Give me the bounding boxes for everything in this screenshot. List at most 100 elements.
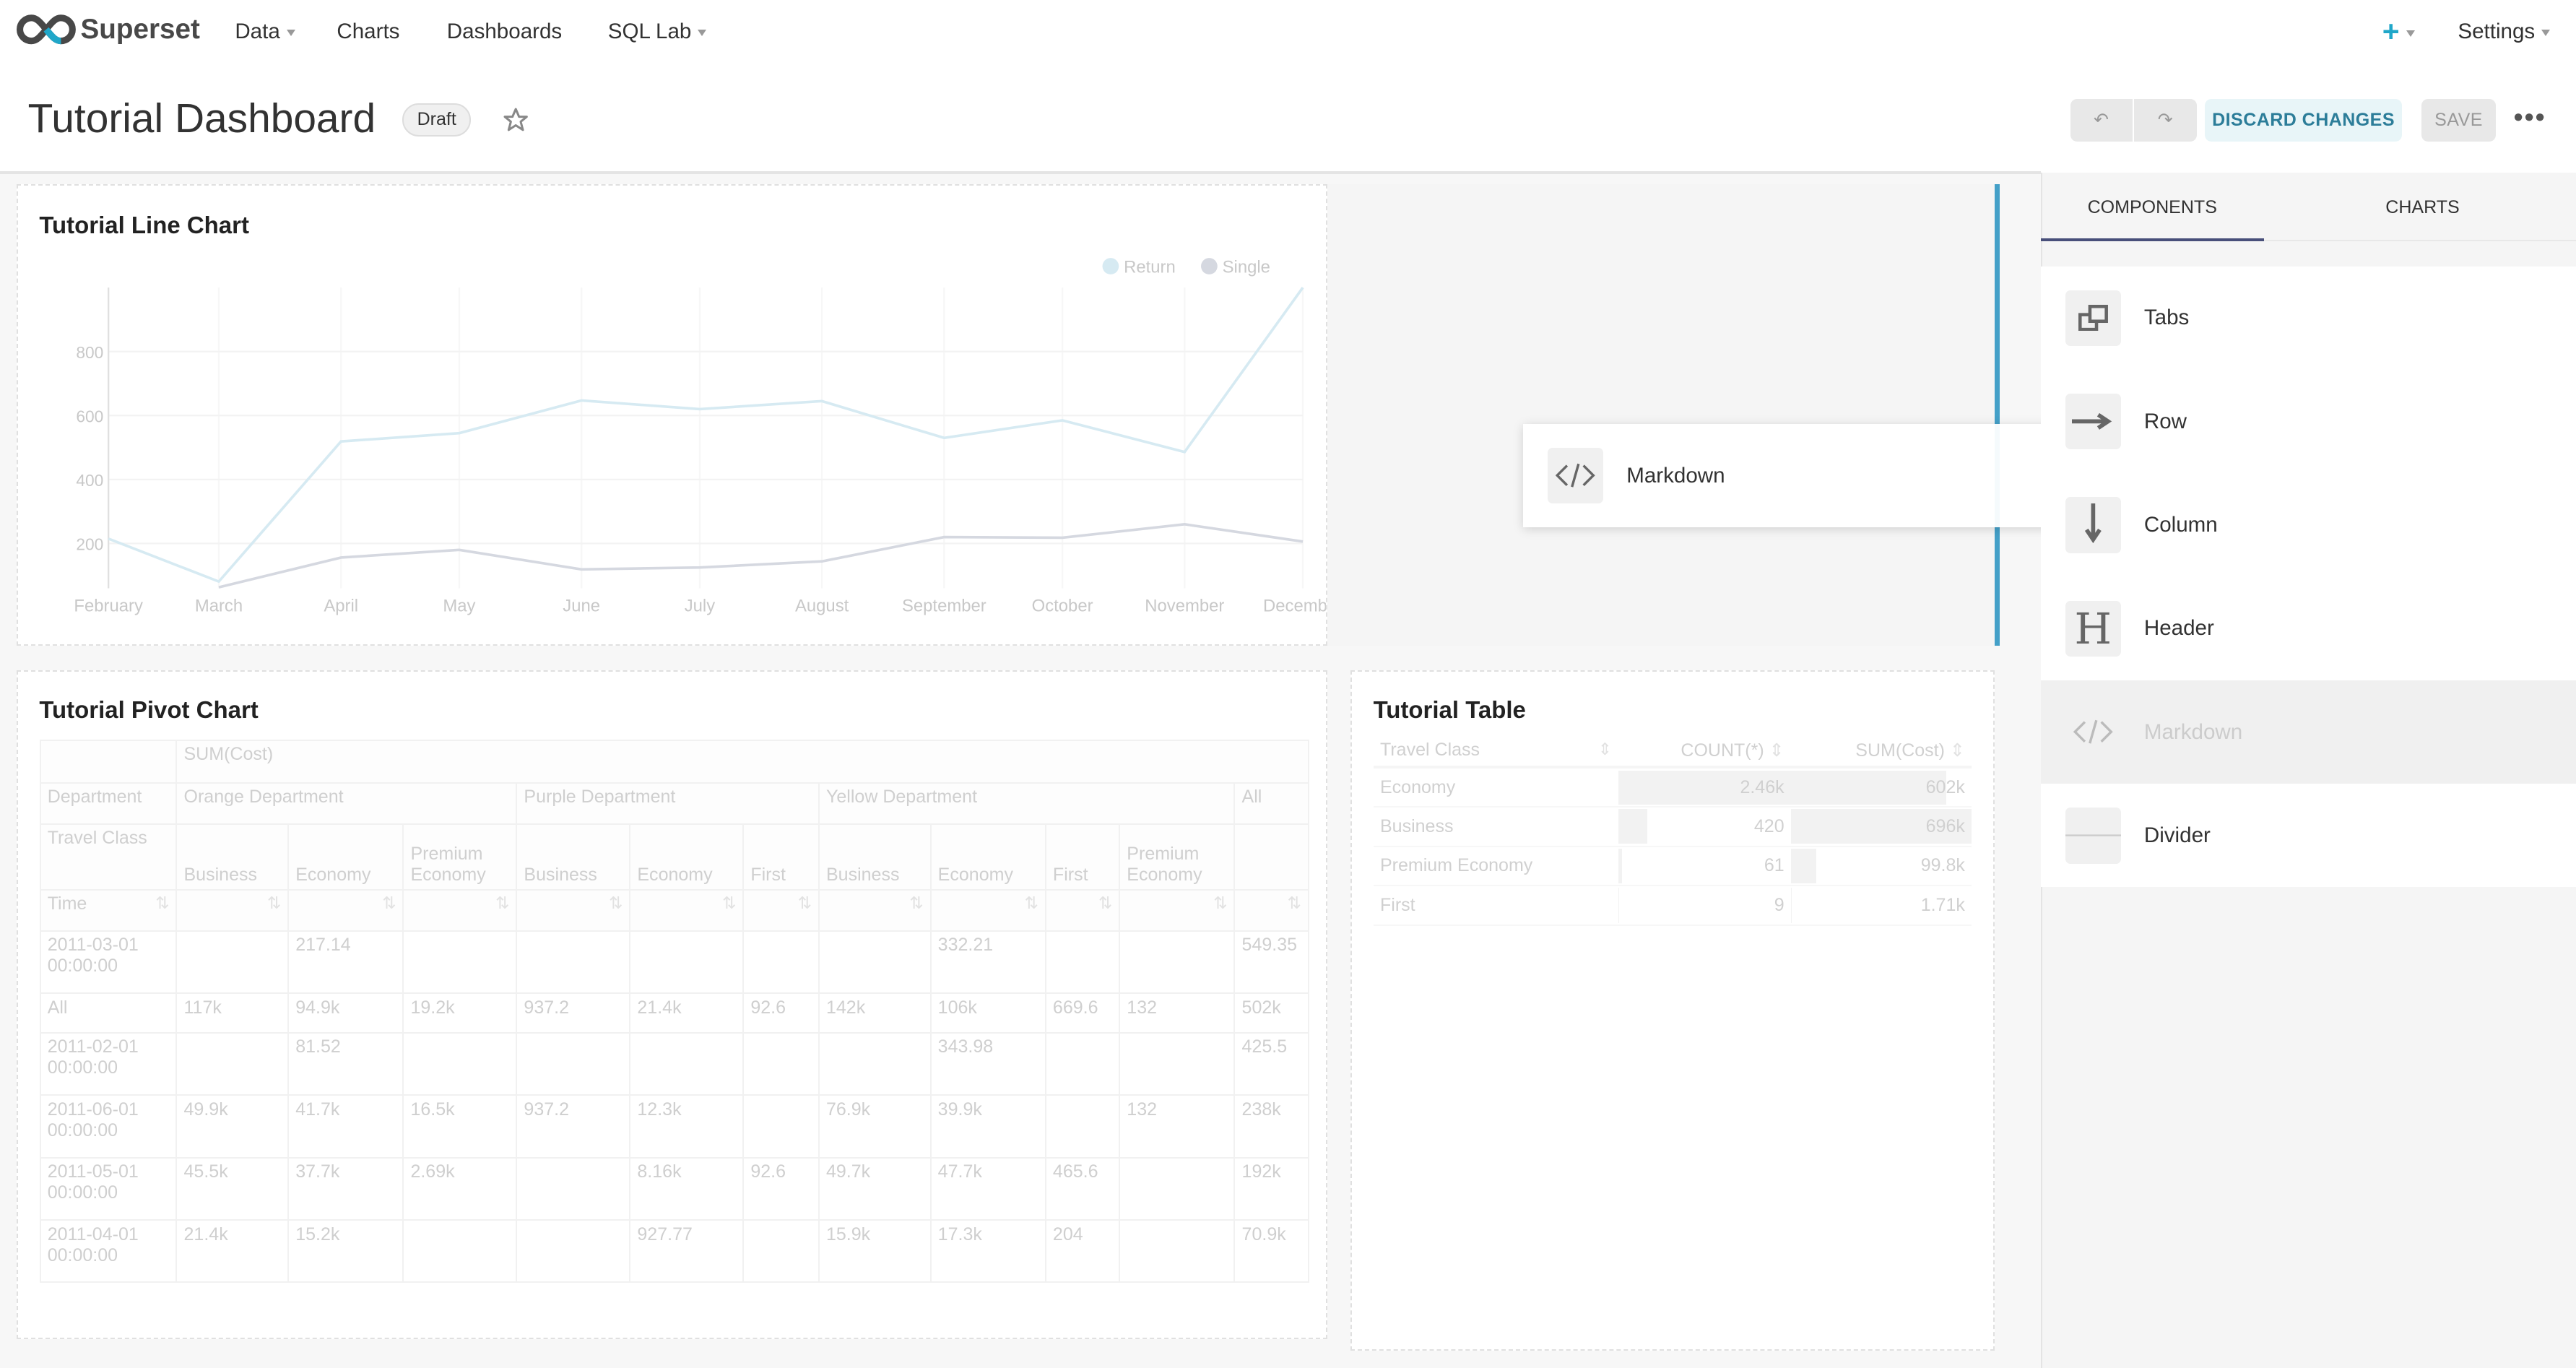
pivot-sort-cell[interactable]: ⇅ [287,888,404,932]
sort-icon[interactable]: ⇅ [382,893,396,913]
pivot-cell: 937.2 [516,992,631,1034]
sort-icon[interactable]: ⇅ [495,893,510,913]
arrow-right-icon [2065,393,2122,450]
sort-icon[interactable]: ⇅ [266,893,281,913]
save-button[interactable]: SAVE [2421,98,2496,142]
tab-charts[interactable]: CHARTS [2385,197,2460,217]
nav-data[interactable]: Data [235,20,295,44]
sort-icon[interactable]: ⇕ [1597,740,1612,759]
x-tick-label: February [74,596,143,615]
legend-label-single: Single [1223,258,1270,277]
pivot-dept-header: Yellow Department [818,782,1236,825]
sort-icon[interactable]: ⇅ [609,893,623,913]
sort-icon[interactable]: ⇕ [1949,740,1965,761]
brand-link[interactable]: Superset [16,13,200,46]
col-travel-class[interactable]: Travel Class ⇕ [1373,734,1618,769]
sort-icon[interactable]: ⇅ [1098,893,1113,913]
pivot-cell: 45.5k [175,1156,290,1221]
pivot-cell [516,1031,631,1096]
undo-button[interactable]: ↶ [2070,98,2133,142]
tab-active-indicator [2040,238,2264,242]
more-options-icon[interactable]: ••• [2513,102,2546,132]
dashboard-title[interactable]: Tutorial Dashboard [27,95,376,142]
sort-icon[interactable]: ⇅ [797,893,812,913]
pivot-sort-cell[interactable]: ⇅ [1119,888,1236,932]
component-row[interactable]: Row [2040,369,2576,474]
count-bar [1618,888,1619,923]
nav-charts[interactable]: Charts [337,20,400,44]
pivot-sort-cell[interactable]: ⇅ [516,888,631,932]
x-tick-label: May [443,596,475,615]
pivot-cell [1044,1094,1121,1159]
component-header[interactable]: H Header [2040,576,2576,680]
pivot-cell [1044,1031,1121,1096]
pivot-sort-cell[interactable]: ⇅ [1233,888,1309,932]
markdown-drag-preview[interactable]: Markdown [1522,423,2063,528]
pivot-cell: 238k [1233,1094,1309,1159]
series-line-single [218,523,1304,589]
pivot-dept-header: Orange Department [175,782,518,825]
pivot-sort-cell[interactable]: ⇅ [629,888,745,932]
pivot-sort-cell[interactable]: ⇅ [929,888,1046,932]
sort-icon[interactable]: ⇅ [1287,893,1301,913]
pivot-row-label: 2011-03-01 00:00:00 [39,930,178,995]
sort-icon[interactable]: ⇅ [909,893,924,913]
plus-icon: + [2382,14,2400,48]
col-sum-cost[interactable]: SUM(Cost) ⇕ [1790,734,1972,769]
pivot-cell [742,930,820,995]
sort-icon[interactable]: ⇅ [1213,893,1228,913]
sort-icon[interactable]: ⇅ [722,893,737,913]
new-button[interactable]: + [2382,14,2415,48]
pivot-sort-cell[interactable]: ⇅ [402,888,518,932]
nav-sql-lab[interactable]: SQL Lab [608,20,707,44]
sort-icon[interactable]: ⇅ [1024,893,1038,913]
cell-travel-class: Premium Economy [1379,855,1533,876]
component-divider[interactable]: Divider [2040,784,2576,888]
pivot-cell: 332.21 [929,930,1046,995]
component-column[interactable]: Column [2040,473,2576,577]
pivot-cell: 132 [1119,992,1236,1034]
pivot-cell: 92.6 [742,1156,820,1221]
col-count[interactable]: COUNT(*) ⇕ [1618,734,1791,769]
x-tick-label: March [195,596,243,615]
nav-dashboards[interactable]: Dashboards [446,20,563,44]
sort-icon[interactable]: ⇅ [155,893,170,913]
table-row: Business 420 696k [1373,807,1972,847]
component-markdown[interactable]: Markdown [2040,680,2576,784]
pivot-cell [516,930,631,995]
header-icon: H [2065,600,2122,657]
pivot-time-header[interactable]: Time ⇅ [39,888,178,932]
component-tabs[interactable]: Tabs [2040,266,2576,370]
pivot-sort-cell[interactable]: ⇅ [1044,888,1121,932]
x-tick-label: April [324,596,358,615]
pivot-sort-cell[interactable]: ⇅ [742,888,820,932]
col-label: Travel Class [1379,740,1480,761]
legend-marker-return [1102,258,1119,274]
settings-menu[interactable]: Settings [2458,20,2551,44]
pivot-cell [516,1156,631,1221]
pivot-cell [1119,1218,1236,1283]
sort-icon[interactable]: ⇕ [1769,740,1784,761]
pivot-sort-cell[interactable]: ⇅ [818,888,932,932]
series-line-return [108,287,1304,584]
pivot-row-label: 2011-06-01 00:00:00 [39,1094,178,1159]
pivot-class-header: Premium Economy [1119,823,1236,891]
pivot-class-header: First [742,823,820,891]
table-row: Premium Economy 61 99.8k [1373,847,1972,886]
nav-data-label: Data [235,20,280,44]
redo-button[interactable]: ↷ [2134,98,2197,142]
tab-components[interactable]: COMPONENTS [2087,197,2217,217]
favorite-star-icon[interactable] [503,107,529,133]
pivot-time-label: Time [47,893,87,914]
pivot-cell [1119,1156,1236,1221]
component-label: Row [2143,409,2187,433]
code-icon [2065,704,2121,760]
pivot-cell: 15.2k [287,1218,404,1283]
component-label: Divider [2143,823,2211,847]
pivot-cell: 17.3k [929,1218,1046,1283]
discard-changes-button[interactable]: DISCARD CHANGES [2205,98,2403,142]
pivot-sort-cell[interactable]: ⇅ [175,888,290,932]
y-tick-label: 400 [76,471,103,490]
pivot-cell: 117k [175,992,290,1034]
